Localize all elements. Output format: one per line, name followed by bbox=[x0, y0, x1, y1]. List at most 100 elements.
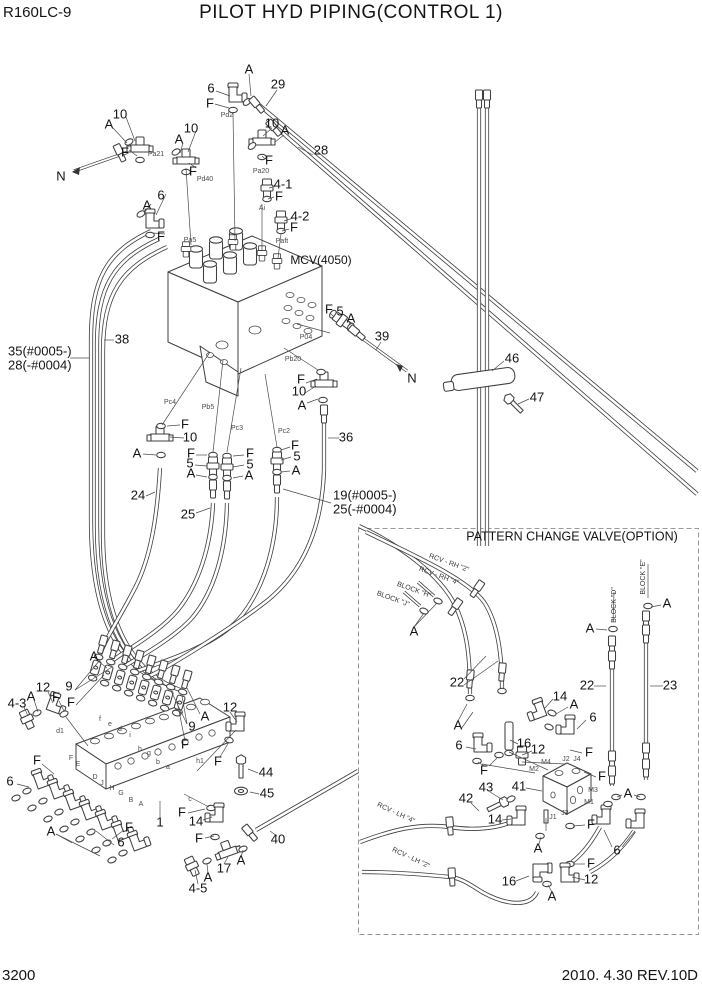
diagram-label: A bbox=[624, 785, 633, 800]
bolt bbox=[235, 754, 247, 779]
diagram-label: F bbox=[121, 144, 129, 159]
leader-lines bbox=[16, 73, 663, 893]
diagram-label: 9 bbox=[188, 718, 195, 733]
line-art bbox=[185, 167, 192, 246]
line-art bbox=[125, 116, 136, 142]
line-art bbox=[101, 245, 184, 693]
line-art bbox=[442, 380, 455, 392]
line-art bbox=[111, 829, 125, 840]
line-art bbox=[491, 360, 505, 372]
diagram-label: 19(#0005-) bbox=[333, 487, 397, 502]
line-art bbox=[145, 491, 156, 497]
line-art bbox=[265, 89, 278, 107]
diagram-label: Pc4 bbox=[164, 399, 176, 406]
line-art bbox=[515, 875, 530, 882]
line-art bbox=[621, 830, 636, 848]
diagram-label: A bbox=[292, 462, 301, 477]
line-art bbox=[104, 732, 114, 740]
diagram-label: F bbox=[187, 445, 195, 460]
line-art bbox=[248, 325, 262, 335]
diagram-label: M2 bbox=[529, 766, 539, 773]
elbow-fitting bbox=[532, 862, 553, 883]
diagram-label: 35(#0005-) bbox=[8, 343, 72, 358]
line-art bbox=[348, 321, 351, 326]
line-art bbox=[277, 233, 282, 259]
line-art bbox=[583, 771, 597, 778]
o-ring bbox=[58, 824, 70, 834]
nipple-fitting bbox=[182, 854, 203, 879]
line-art bbox=[202, 816, 213, 821]
line-art bbox=[589, 830, 636, 874]
line-art bbox=[188, 162, 197, 169]
line-art bbox=[283, 304, 293, 311]
diagram-label: M1 bbox=[584, 799, 594, 806]
diagram-label: RCV - LH "2" bbox=[391, 847, 431, 871]
line-art bbox=[255, 769, 359, 832]
diagram-label: 6 bbox=[589, 709, 596, 724]
line-art bbox=[41, 763, 55, 775]
o-ring bbox=[542, 880, 552, 888]
line-art bbox=[168, 743, 176, 751]
diagram-label: BLOCK "H" bbox=[396, 581, 432, 600]
diagram-label: 22 bbox=[450, 674, 464, 689]
line-art bbox=[181, 738, 189, 746]
line-art bbox=[188, 245, 204, 269]
o-ring bbox=[53, 807, 65, 817]
o-ring bbox=[494, 751, 504, 759]
elbow-fitting bbox=[225, 711, 246, 732]
line-art bbox=[403, 591, 421, 607]
diagram-label: 10 bbox=[113, 106, 127, 121]
page-title: PILOT HYD PIPING(CONTROL 1) bbox=[199, 2, 503, 23]
diagram-label: Pa21 bbox=[148, 151, 164, 158]
revision-date: 2010. 4.30 REV.10D bbox=[561, 967, 698, 984]
o-ring bbox=[276, 227, 286, 235]
diagram-label: A bbox=[570, 696, 579, 711]
line-art bbox=[650, 604, 662, 608]
diagram-label: i bbox=[129, 732, 131, 739]
diagram-label: F bbox=[125, 819, 133, 834]
o-ring bbox=[418, 606, 430, 616]
line-art bbox=[538, 836, 542, 845]
main-control-valve bbox=[167, 227, 323, 397]
line-art bbox=[215, 340, 229, 350]
o-ring bbox=[69, 817, 81, 827]
o-ring bbox=[21, 786, 33, 796]
diagram-label: F bbox=[52, 689, 60, 704]
line-art bbox=[280, 470, 291, 473]
adapter-stack bbox=[271, 447, 283, 493]
line-art bbox=[329, 312, 335, 318]
diagram-label: Paft bbox=[276, 238, 289, 245]
line-art bbox=[75, 743, 107, 790]
line-art bbox=[169, 436, 185, 439]
page-number: 3200 bbox=[2, 967, 36, 984]
line-art bbox=[232, 475, 244, 479]
o-ring bbox=[42, 814, 54, 824]
line-art bbox=[159, 713, 169, 721]
line-art bbox=[463, 660, 499, 686]
line-art bbox=[481, 763, 536, 774]
o-ring bbox=[210, 833, 220, 841]
diagram-label: A bbox=[245, 61, 254, 76]
line-art bbox=[183, 793, 210, 808]
diagram-label: Pb20 bbox=[285, 356, 301, 363]
diagram-label: N bbox=[407, 370, 416, 385]
line-art bbox=[521, 750, 533, 756]
line-art bbox=[58, 700, 65, 712]
diagram-label: 5 bbox=[293, 448, 300, 463]
diagram-label: A bbox=[245, 467, 254, 482]
o-ring bbox=[505, 794, 517, 804]
line-art bbox=[47, 691, 54, 704]
diagram-label: F bbox=[587, 855, 595, 870]
diagram-label: F bbox=[325, 301, 333, 316]
o-ring bbox=[608, 625, 618, 633]
line-art bbox=[186, 703, 196, 711]
line-art bbox=[195, 474, 208, 478]
diagram-label: F bbox=[290, 219, 298, 234]
diagram-label: J2 bbox=[562, 756, 570, 763]
o-ring bbox=[37, 796, 49, 806]
line-art bbox=[95, 830, 115, 846]
line-art bbox=[33, 699, 39, 713]
line-art bbox=[550, 791, 556, 799]
line-art bbox=[269, 830, 278, 837]
diagram-label: 6 bbox=[207, 80, 214, 95]
